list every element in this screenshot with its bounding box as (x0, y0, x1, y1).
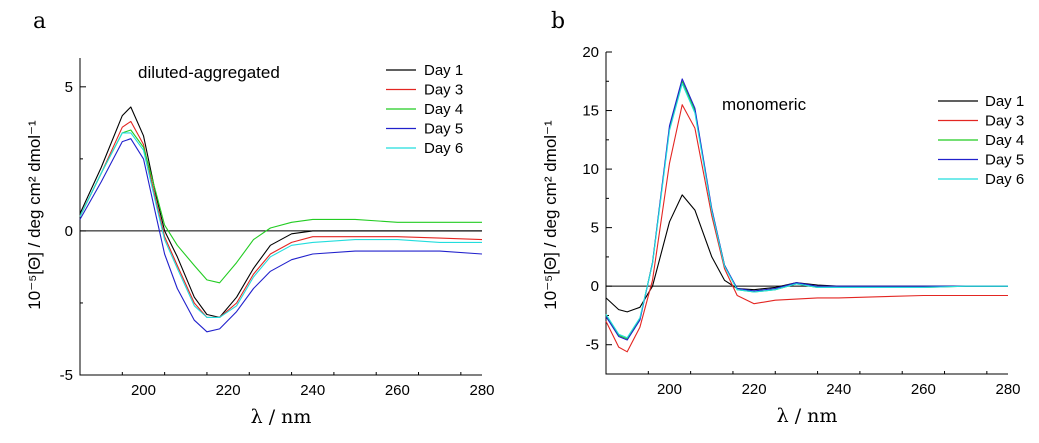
legend-label: Day 6 (424, 140, 463, 157)
legend-label: Day 4 (985, 132, 1024, 149)
y-axis-label: 10⁻⁵[Θ] / deg cm² dmol⁻¹ (25, 120, 44, 310)
x-tick-label: 260 (385, 382, 410, 399)
series-line-day-3 (79, 120, 483, 318)
series-line-day-3 (605, 104, 1008, 353)
panel-letter: a (33, 9, 46, 34)
panel-b: b 200 220 240 260 280 -5 0 5 10 15 20 λ / nm 10⁻⁵[Θ] … (541, 9, 1024, 427)
x-tick-label: 280 (995, 381, 1020, 398)
plot-annotation: monomeric (722, 95, 807, 114)
legend-label: Day 4 (424, 101, 463, 118)
x-tick-label: 220 (216, 382, 241, 399)
panel-letter: b (551, 9, 565, 34)
x-axis-label: λ / nm (777, 405, 838, 427)
legend-label: Day 1 (985, 93, 1024, 110)
y-tick-label: 5 (591, 220, 599, 237)
legend-label: Day 1 (424, 62, 463, 79)
x-axis-label: λ / nm (251, 406, 312, 428)
series-line-day-4 (79, 129, 482, 284)
y-tick-label: 0 (591, 278, 599, 295)
legend-label: Day 5 (985, 152, 1024, 169)
axis-lines (79, 58, 482, 376)
y-tick-label: 20 (582, 44, 599, 61)
y-tick-label: 10 (582, 161, 599, 178)
series-line-day-5 (79, 138, 483, 333)
series-line-day-1 (605, 194, 1008, 313)
y-tick-label: -5 (586, 337, 599, 354)
x-tick-label: 260 (911, 381, 936, 398)
legend-label: Day 3 (424, 82, 463, 99)
x-tick-label: 220 (742, 381, 767, 398)
y-tick-label: 15 (582, 103, 599, 120)
plot-annotation: diluted-aggregated (138, 63, 280, 82)
y-tick-label: -5 (60, 367, 73, 384)
y-tick-label: 0 (65, 223, 73, 240)
legend-label: Day 6 (985, 171, 1024, 188)
x-tick-label: 200 (131, 382, 156, 399)
series-line-day-6 (79, 132, 482, 318)
series-line-day-5 (605, 78, 1008, 341)
legend-label: Day 5 (424, 121, 463, 138)
x-tick-label: 240 (826, 381, 851, 398)
y-axis-label: 10⁻⁵[Θ] / deg cm² dmol⁻¹ (541, 120, 560, 310)
x-tick-label: 240 (300, 382, 325, 399)
axis-lines (605, 52, 1008, 375)
legend-label: Day 3 (985, 113, 1024, 130)
y-tick-label: 5 (65, 79, 73, 96)
x-tick-label: 200 (657, 381, 682, 398)
series-line-day-6 (605, 83, 1008, 339)
panel-a: a 200 220 240 260 280 -5 0 5 λ / nm 10⁻⁵[Θ] / deg … (25, 9, 495, 428)
x-tick-label: 280 (469, 382, 494, 399)
series-line-day-1 (79, 106, 482, 318)
